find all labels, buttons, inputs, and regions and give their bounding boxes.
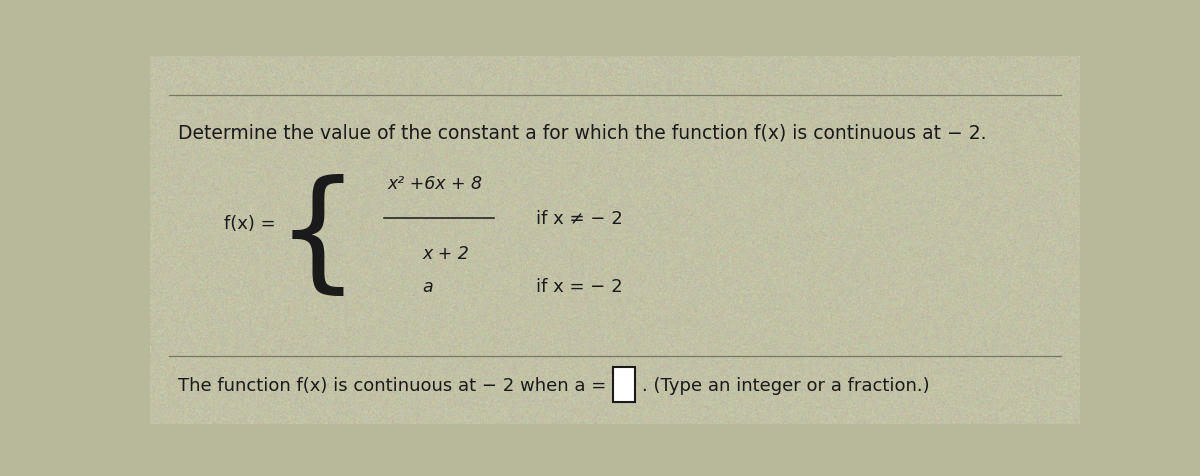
Text: . (Type an integer or a fraction.): . (Type an integer or a fraction.) xyxy=(642,376,930,394)
Text: if x ≠ − 2: if x ≠ − 2 xyxy=(536,209,623,228)
Text: The function f(x) is continuous at − 2 when a =: The function f(x) is continuous at − 2 w… xyxy=(178,376,606,394)
Text: a: a xyxy=(422,277,433,295)
FancyBboxPatch shape xyxy=(613,367,635,402)
Text: x² +6x + 8: x² +6x + 8 xyxy=(388,175,482,193)
Text: x + 2: x + 2 xyxy=(422,244,469,262)
Text: if x = − 2: if x = − 2 xyxy=(536,277,623,295)
Text: f(x) =: f(x) = xyxy=(224,215,276,233)
Text: {: { xyxy=(276,173,360,300)
Text: Determine the value of the constant a for which the function f(x) is continuous : Determine the value of the constant a fo… xyxy=(178,123,986,142)
